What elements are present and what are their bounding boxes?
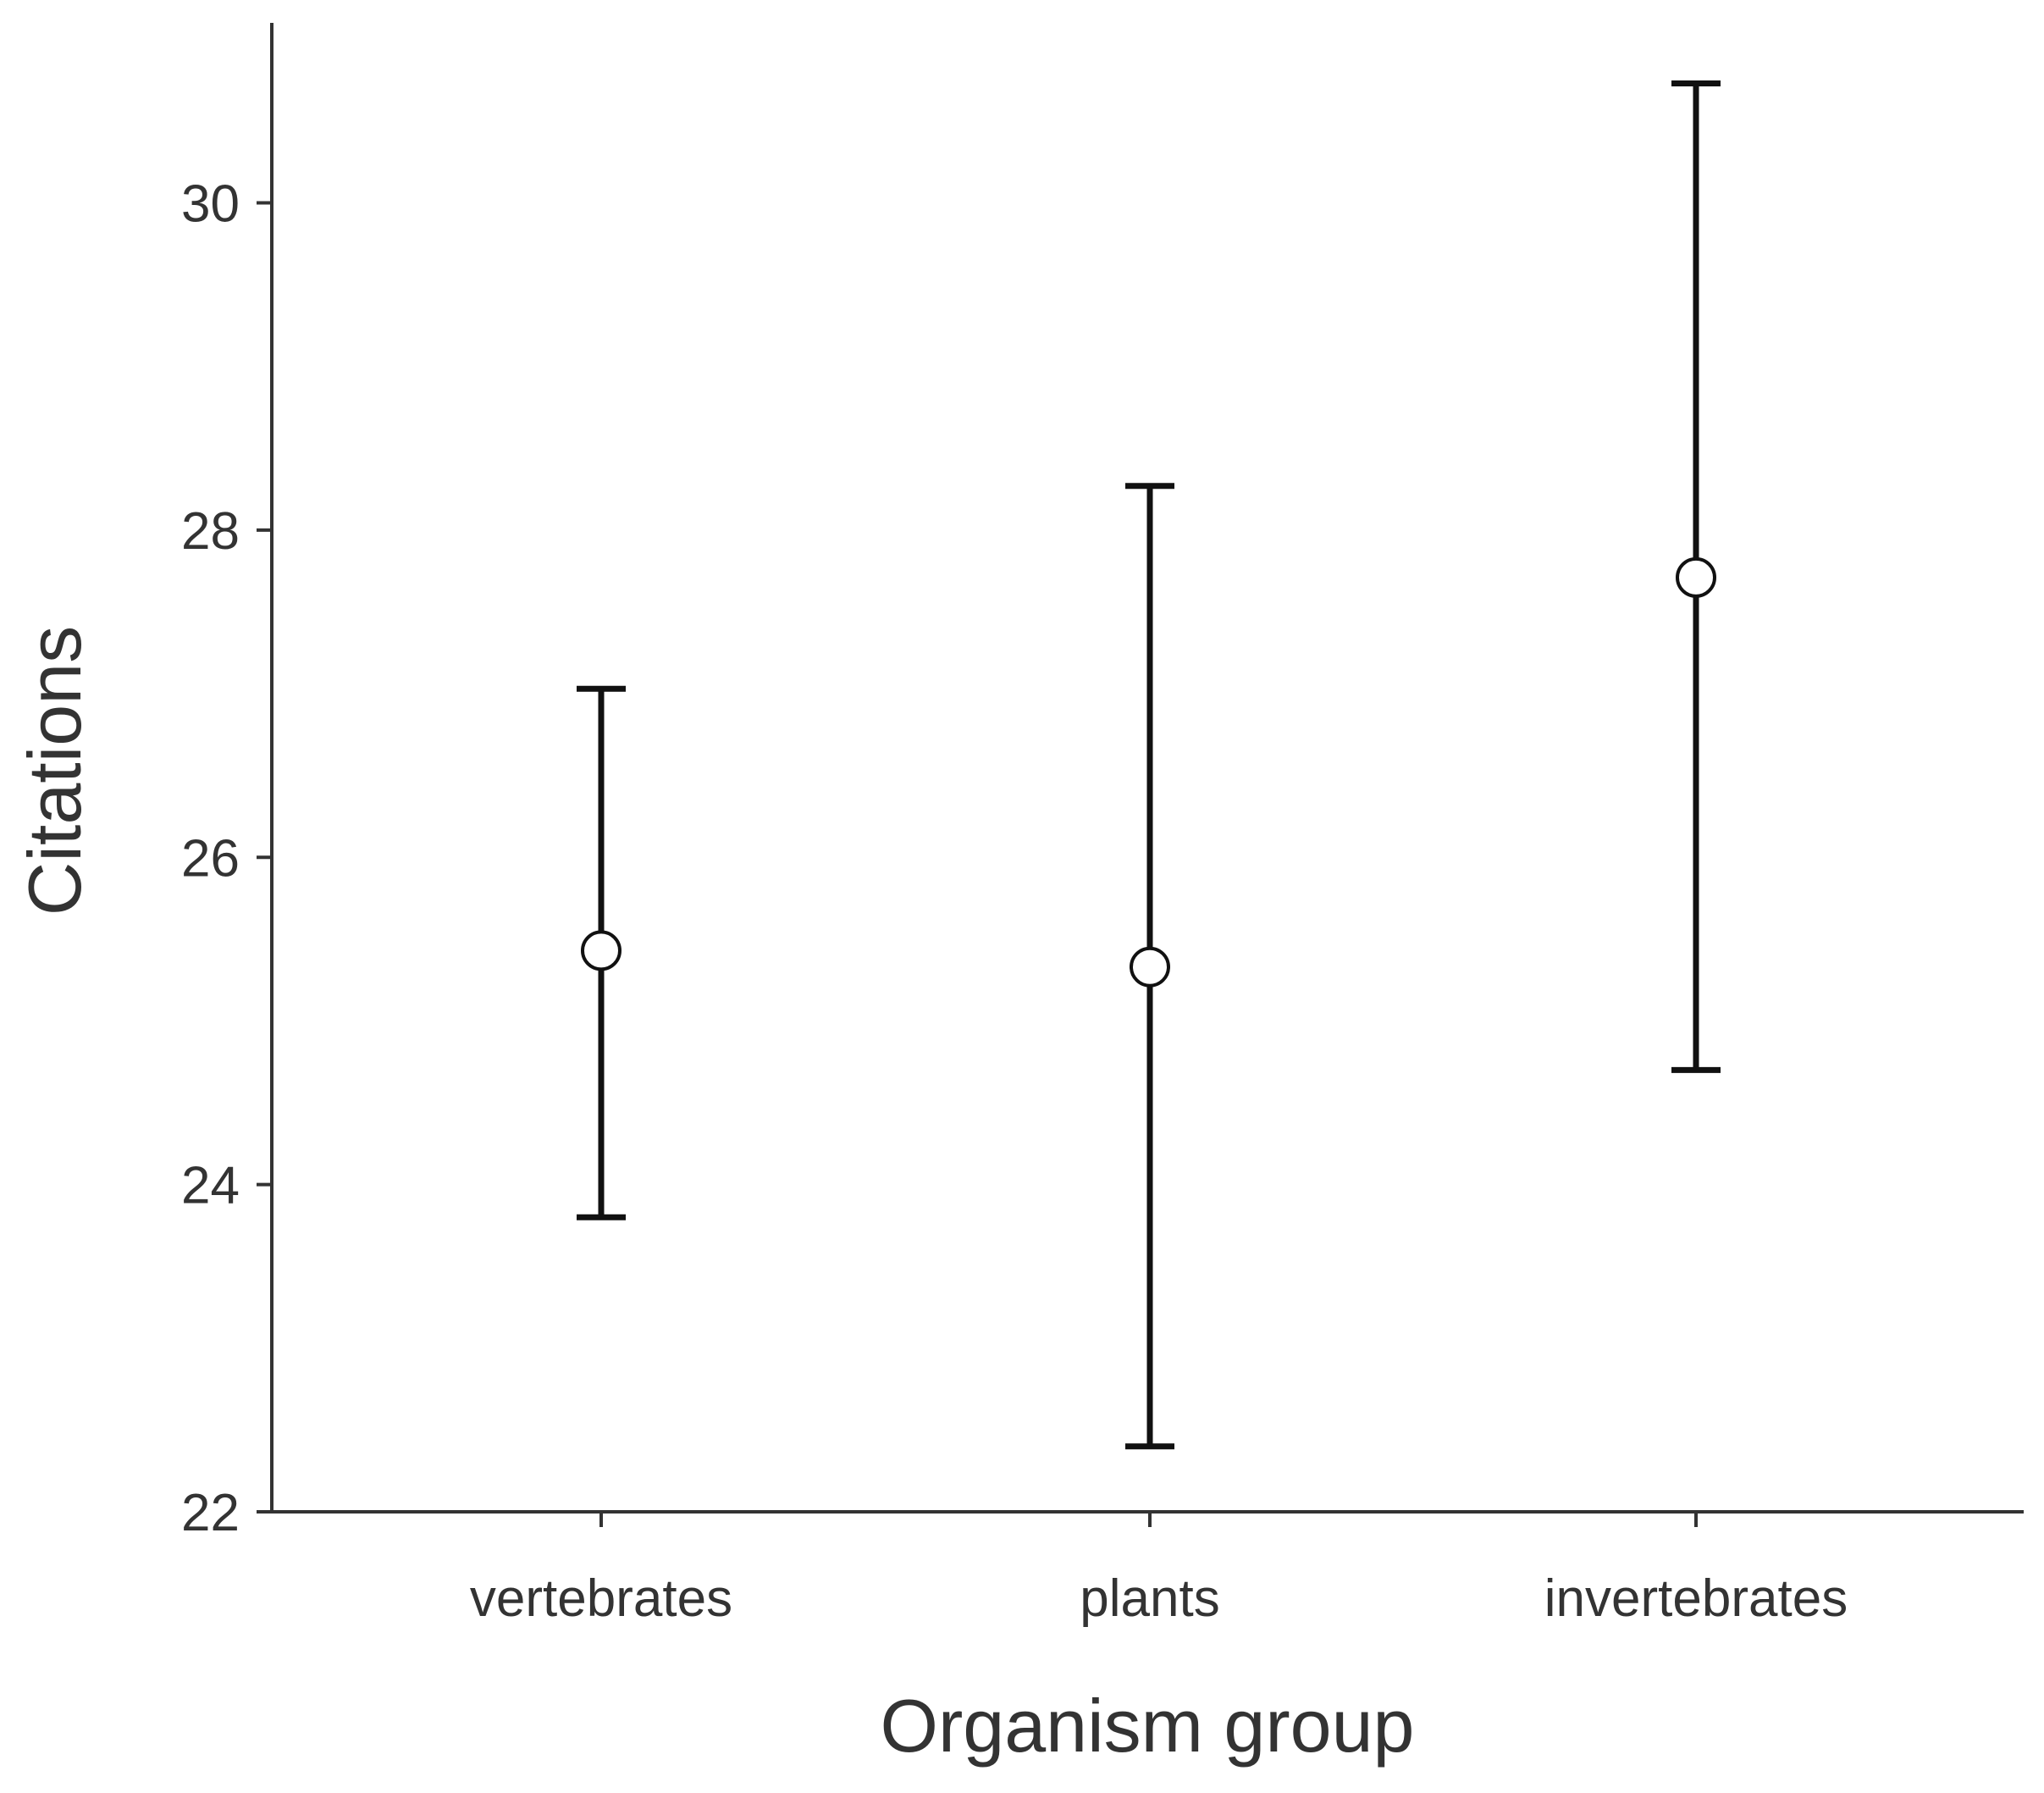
plot-marks xyxy=(577,80,1721,1450)
x-axis-title: Organism group xyxy=(881,1684,1415,1768)
x-axis-ticks: vertebrates plants invertebrates xyxy=(470,1512,1848,1628)
mean-point-invertebrates xyxy=(1676,556,1716,598)
x-tick-label-invertebrates: invertebrates xyxy=(1544,1569,1848,1628)
x-tick-label-vertebrates: vertebrates xyxy=(470,1569,732,1628)
x-tick-label-plants: plants xyxy=(1080,1569,1219,1628)
y-axis-ticks: 22 24 26 28 30 xyxy=(181,175,272,1542)
y-tick-label: 22 xyxy=(181,1484,240,1542)
y-tick-label: 24 xyxy=(181,1157,240,1215)
y-tick-label: 28 xyxy=(181,502,240,561)
mean-point-plants xyxy=(1130,946,1170,988)
y-tick-label: 30 xyxy=(181,175,240,234)
mean-point-vertebrates xyxy=(581,930,621,971)
y-tick-label: 26 xyxy=(181,829,240,888)
y-axis-title: Citations xyxy=(13,626,97,916)
